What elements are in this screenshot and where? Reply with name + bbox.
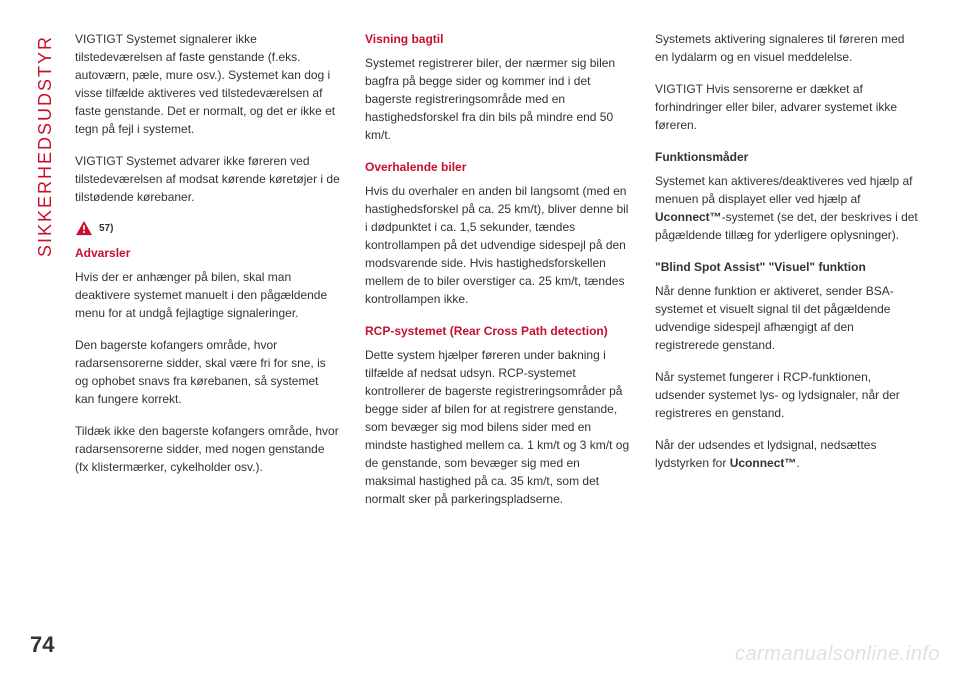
column-1: VIGTIGT Systemet signalerer ikke tilsted… — [75, 30, 340, 658]
content-area: VIGTIGT Systemet signalerer ikke tilsted… — [60, 30, 920, 658]
subheading: "Blind Spot Assist" "Visuel" funktion — [655, 258, 920, 276]
subheading: Advarsler — [75, 244, 340, 262]
paragraph: Dette system hjælper føreren under bakni… — [365, 346, 630, 508]
paragraph: Systemet kan aktiveres/deaktiveres ved h… — [655, 172, 920, 244]
paragraph: Hvis du overhaler en anden bil langsomt … — [365, 182, 630, 308]
page-number: 74 — [30, 632, 54, 658]
paragraph: VIGTIGT Hvis sensorerne er dækket af for… — [655, 80, 920, 134]
text-fragment: . — [796, 456, 799, 470]
paragraph: Systemet registrerer biler, der nærmer s… — [365, 54, 630, 144]
subheading: Overhalende biler — [365, 158, 630, 176]
brand-name: Uconnect™ — [655, 210, 722, 224]
paragraph: Den bagerste kofangers område, hvor rada… — [75, 336, 340, 408]
subheading: Visning bagtil — [365, 30, 630, 48]
warning-reference: 57) — [75, 220, 340, 236]
subheading: RCP-systemet (Rear Cross Path detection) — [365, 322, 630, 340]
text-fragment: Systemet kan aktiveres/deaktiveres ved h… — [655, 174, 912, 206]
paragraph: Tildæk ikke den bagerste kofangers områd… — [75, 422, 340, 476]
paragraph: VIGTIGT Systemet advarer ikke føreren ve… — [75, 152, 340, 206]
paragraph: Når denne funktion er aktiveret, sender … — [655, 282, 920, 354]
warning-triangle-icon — [75, 220, 93, 236]
paragraph: VIGTIGT Systemet signalerer ikke tilsted… — [75, 30, 340, 138]
watermark: carmanualsonline.info — [735, 643, 940, 666]
page-container: SIKKERHEDSUDSTYR VIGTIGT Systemet signal… — [0, 0, 960, 678]
warning-number: 57) — [99, 221, 113, 236]
paragraph: Systemets aktivering signaleres til føre… — [655, 30, 920, 66]
section-label: SIKKERHEDSUDSTYR — [35, 35, 56, 257]
section-sidebar: SIKKERHEDSUDSTYR — [30, 30, 60, 658]
column-2: Visning bagtil Systemet registrerer bile… — [365, 30, 630, 658]
paragraph: Når der udsendes et lydsignal, nedsættes… — [655, 436, 920, 472]
subheading: Funktionsmåder — [655, 148, 920, 166]
brand-name: Uconnect™ — [730, 456, 797, 470]
paragraph: Hvis der er anhænger på bilen, skal man … — [75, 268, 340, 322]
column-3: Systemets aktivering signaleres til føre… — [655, 30, 920, 658]
paragraph: Når systemet fungerer i RCP-funktionen, … — [655, 368, 920, 422]
